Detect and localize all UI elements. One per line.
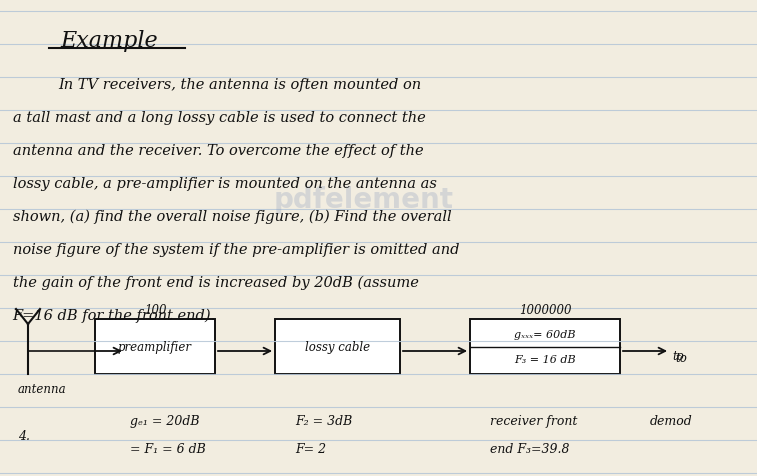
Text: end F₃=39.8: end F₃=39.8 bbox=[490, 442, 569, 455]
Text: F₂ = 3dB: F₂ = 3dB bbox=[295, 414, 352, 427]
Text: F₃ = 16 dB: F₃ = 16 dB bbox=[514, 354, 576, 364]
Text: lossy cable, a pre-amplifier is mounted on the antenna as: lossy cable, a pre-amplifier is mounted … bbox=[13, 177, 437, 190]
Text: F=16 dB for the front end).: F=16 dB for the front end). bbox=[13, 308, 216, 323]
Text: Example: Example bbox=[61, 30, 158, 52]
Bar bbox=[95, 319, 215, 374]
Text: 100: 100 bbox=[144, 303, 167, 317]
Text: In TV receivers, the antenna is often mounted on: In TV receivers, the antenna is often mo… bbox=[58, 78, 421, 92]
Bar bbox=[275, 319, 400, 374]
Text: antenna: antenna bbox=[18, 382, 67, 395]
Text: receiver front: receiver front bbox=[490, 414, 578, 427]
Text: preamplifier: preamplifier bbox=[118, 340, 192, 353]
Text: to: to bbox=[672, 349, 684, 362]
Text: 1000000: 1000000 bbox=[519, 303, 572, 317]
Text: a tall mast and a long lossy cable is used to connect the: a tall mast and a long lossy cable is us… bbox=[13, 111, 425, 125]
Text: antenna and the receiver. To overcome the effect of the: antenna and the receiver. To overcome th… bbox=[13, 144, 423, 158]
Text: lossy cable: lossy cable bbox=[305, 340, 370, 353]
Text: 4.: 4. bbox=[18, 429, 30, 442]
Text: to: to bbox=[675, 351, 687, 364]
Bar bbox=[470, 319, 620, 374]
Text: the gain of the front end is increased by 20dB (assume: the gain of the front end is increased b… bbox=[13, 276, 419, 290]
Text: demod: demod bbox=[650, 414, 693, 427]
Text: F= 2: F= 2 bbox=[295, 442, 326, 455]
Text: gₓₓₓ= 60dB: gₓₓₓ= 60dB bbox=[514, 330, 576, 340]
Text: noise figure of the system if the pre-amplifier is omitted and: noise figure of the system if the pre-am… bbox=[13, 242, 459, 257]
Text: gₑ₁ = 20dB: gₑ₁ = 20dB bbox=[130, 414, 200, 427]
Text: shown, (a) find the overall noise figure, (b) Find the overall: shown, (a) find the overall noise figure… bbox=[13, 209, 451, 224]
Text: = F₁ = 6 dB: = F₁ = 6 dB bbox=[130, 442, 206, 455]
Text: pdfelement: pdfelement bbox=[273, 186, 453, 214]
